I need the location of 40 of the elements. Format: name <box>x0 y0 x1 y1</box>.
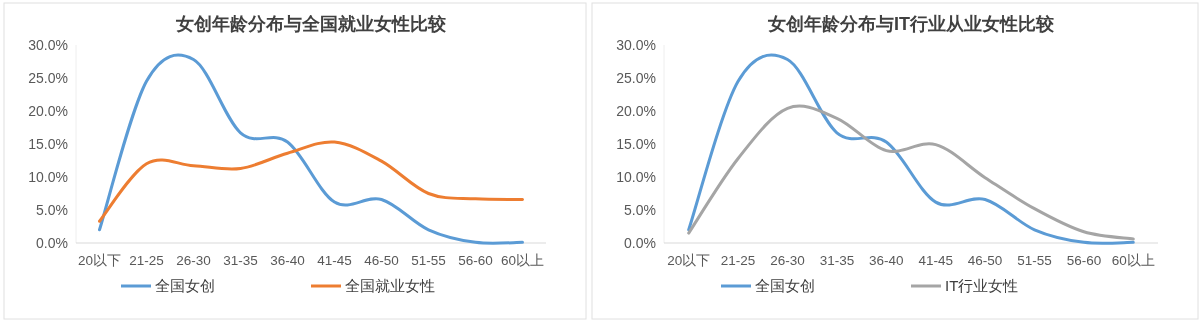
chart-title: 女创年龄分布与IT行业从业女性比较 <box>767 14 1055 34</box>
y-tick-label: 10.0% <box>616 169 656 185</box>
x-tick-label: 21-25 <box>129 253 164 268</box>
y-tick-label: 5.0% <box>624 202 656 218</box>
x-tick-label: 41-45 <box>317 253 352 268</box>
x-tick-label: 41-45 <box>918 253 953 268</box>
y-tick-label: 15.0% <box>28 136 68 152</box>
y-tick-label: 20.0% <box>616 103 656 119</box>
legend-label: IT行业女性 <box>945 277 1019 294</box>
x-tick-label: 36-40 <box>270 253 305 268</box>
y-tick-label: 30.0% <box>28 37 68 53</box>
legend-label: 全国女创 <box>155 277 215 294</box>
x-tick-label: 31-35 <box>819 253 855 268</box>
x-tick-label: 46-50 <box>967 253 1003 268</box>
x-tick-label: 26-30 <box>770 253 805 268</box>
x-tick-label: 60以上 <box>1111 253 1155 268</box>
x-tick-label: 36-40 <box>869 253 904 268</box>
x-tick-label: 20以下 <box>667 253 711 268</box>
x-tick-label: 56-60 <box>458 253 493 268</box>
x-tick-label: 26-30 <box>176 253 211 268</box>
y-tick-label: 30.0% <box>616 37 656 53</box>
x-tick-label: 51-55 <box>1017 253 1052 268</box>
x-tick-label: 60以上 <box>500 253 545 268</box>
y-tick-label: 15.0% <box>616 136 656 152</box>
legend-label: 全国女创 <box>755 277 815 294</box>
x-tick-label: 46-50 <box>364 253 399 268</box>
y-tick-label: 5.0% <box>36 202 68 218</box>
chart-title: 女创年龄分布与全国就业女性比较 <box>175 14 447 34</box>
x-tick-label: 31-35 <box>223 253 258 268</box>
y-tick-label: 0.0% <box>36 235 68 251</box>
x-tick-label: 20以下 <box>77 253 122 268</box>
x-tick-label: 21-25 <box>720 253 756 268</box>
legend-label: 全国就业女性 <box>345 277 435 294</box>
y-tick-label: 20.0% <box>28 103 68 119</box>
y-tick-label: 25.0% <box>28 70 68 86</box>
x-tick-label: 56-60 <box>1066 253 1102 268</box>
y-tick-label: 25.0% <box>616 70 656 86</box>
y-tick-label: 0.0% <box>624 235 656 251</box>
x-tick-label: 51-55 <box>411 253 446 268</box>
y-tick-label: 10.0% <box>28 169 68 185</box>
